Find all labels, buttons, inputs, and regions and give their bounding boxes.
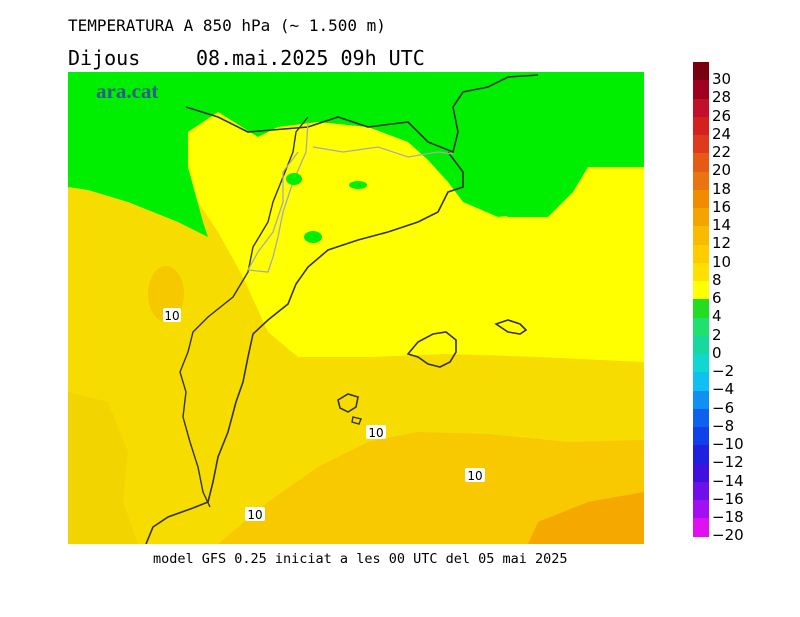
cold-spot-1	[286, 173, 302, 185]
legend-swatch	[693, 262, 709, 282]
legend-swatch	[693, 80, 709, 99]
legend-label: 14	[712, 216, 732, 234]
cold-spot-3	[349, 181, 367, 189]
svg-text:10: 10	[467, 469, 482, 483]
legend-swatch	[693, 481, 709, 501]
legend-label: 30	[712, 70, 732, 88]
legend-swatch	[693, 299, 709, 318]
contour-label: 10	[163, 308, 181, 323]
legend-label: 4	[712, 307, 722, 326]
brand-logo: ara.cat	[96, 79, 158, 103]
legend-label: −16	[712, 489, 744, 508]
legend-label: −10	[712, 435, 744, 453]
legend-label: 6	[712, 289, 722, 307]
legend-swatch	[693, 171, 709, 191]
legend-swatch	[693, 62, 709, 81]
legend-swatch	[693, 408, 709, 428]
island-menorca	[494, 319, 528, 335]
island-formentera	[351, 416, 362, 425]
warm-region-southeast	[528, 492, 644, 544]
legend-swatch	[693, 116, 709, 136]
legend-swatch	[693, 153, 709, 172]
cold-region-west	[68, 72, 218, 237]
legend-swatch	[693, 335, 709, 355]
legend-label: −14	[712, 471, 744, 490]
chart-title: TEMPERATURA A 850 hPa (~ 1.500 m)	[68, 16, 386, 35]
legend-label: 2	[712, 325, 722, 344]
legend-swatch	[693, 244, 709, 264]
legend-swatch	[693, 500, 709, 519]
legend-swatch	[693, 390, 709, 410]
warm-region-southwest	[68, 392, 138, 544]
warm-region-south	[218, 432, 644, 544]
legend-label: −8	[712, 416, 735, 435]
legend-label: 20	[712, 161, 732, 180]
legend-swatch	[693, 208, 709, 227]
svg-text:10: 10	[368, 426, 383, 440]
contour-label: 10	[245, 507, 265, 522]
legend-label: 28	[712, 88, 732, 107]
legend-label: 22	[712, 143, 732, 161]
legend-label: 10	[712, 252, 732, 271]
legend-swatch	[693, 463, 709, 483]
legend-swatch	[693, 518, 709, 537]
legend-swatch	[693, 189, 709, 209]
legend-swatch	[693, 226, 709, 245]
legend-label: −2	[712, 362, 735, 380]
island-mallorca	[406, 331, 457, 368]
forecast-datetime: 08.mai.2025 09h UTC	[196, 46, 425, 70]
legend-label: −18	[712, 508, 744, 526]
legend-label: 26	[712, 106, 732, 125]
legend-label: −4	[712, 380, 735, 399]
svg-text:10: 10	[164, 309, 179, 323]
contour-label: 10	[366, 425, 386, 440]
legend-swatch	[693, 354, 709, 373]
legend-swatch	[693, 445, 709, 464]
temperature-map: ara.cat 10 10 10 10	[68, 72, 644, 544]
legend-label: 8	[712, 270, 722, 289]
legend-label: 18	[712, 179, 732, 198]
legend-label: 0	[712, 343, 722, 362]
legend-swatch	[693, 98, 709, 118]
cold-region-northeast	[408, 72, 644, 217]
cold-spot-2	[304, 231, 322, 243]
legend-swatch	[693, 135, 709, 154]
legend-swatch	[693, 372, 709, 391]
model-info-footer: model GFS 0.25 iniciat a les 00 UTC del …	[153, 551, 568, 567]
legend-label: −12	[712, 453, 744, 472]
island-ibiza	[337, 393, 359, 413]
legend-label: −6	[712, 398, 735, 417]
contour-label: 10	[465, 468, 485, 483]
legend-label: 16	[712, 197, 732, 216]
svg-text:10: 10	[247, 508, 262, 522]
legend-swatch	[693, 427, 709, 446]
legend-swatch	[693, 317, 709, 337]
legend-label: −20	[712, 526, 744, 545]
legend-swatch	[693, 281, 709, 300]
legend-label: 12	[712, 234, 732, 253]
legend-label: 24	[712, 124, 732, 143]
forecast-day: Dijous	[68, 46, 141, 70]
